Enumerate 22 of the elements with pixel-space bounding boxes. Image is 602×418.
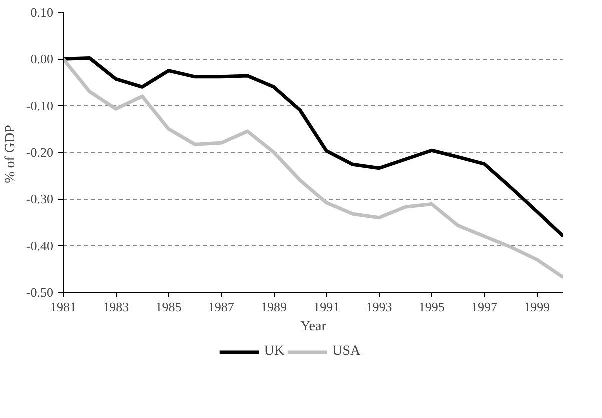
y-axis-title: % of GDP bbox=[3, 124, 18, 184]
x-tick-label: 1985 bbox=[156, 300, 182, 314]
x-tick-label: 1991 bbox=[314, 300, 340, 314]
y-tick-label: -0.20 bbox=[26, 145, 54, 160]
x-tick-label: 1993 bbox=[366, 300, 392, 314]
x-tick-label: 1983 bbox=[103, 300, 130, 314]
x-axis-title: Year bbox=[300, 320, 327, 334]
x-tick-label: 1997 bbox=[472, 300, 498, 314]
y-tick-label: 0.10 bbox=[30, 5, 54, 20]
x-tick-label: 1989 bbox=[261, 300, 288, 314]
x-tick-label: 1999 bbox=[524, 300, 550, 314]
x-tick-label: 1995 bbox=[418, 300, 445, 314]
line-series bbox=[64, 57, 564, 280]
x-tick-label: 1981 bbox=[50, 300, 76, 314]
y-tick-label: -0.10 bbox=[26, 98, 54, 114]
y-tick-label: -0.40 bbox=[26, 238, 54, 254]
y-tick-label: -0.50 bbox=[26, 285, 54, 300]
legend-label: UK bbox=[264, 344, 285, 360]
x-tick-label: 1987 bbox=[208, 300, 235, 314]
y-tick-label: 0.00 bbox=[30, 52, 54, 67]
y-tick-label: -0.30 bbox=[26, 192, 54, 207]
legend-label: USA bbox=[332, 344, 361, 360]
